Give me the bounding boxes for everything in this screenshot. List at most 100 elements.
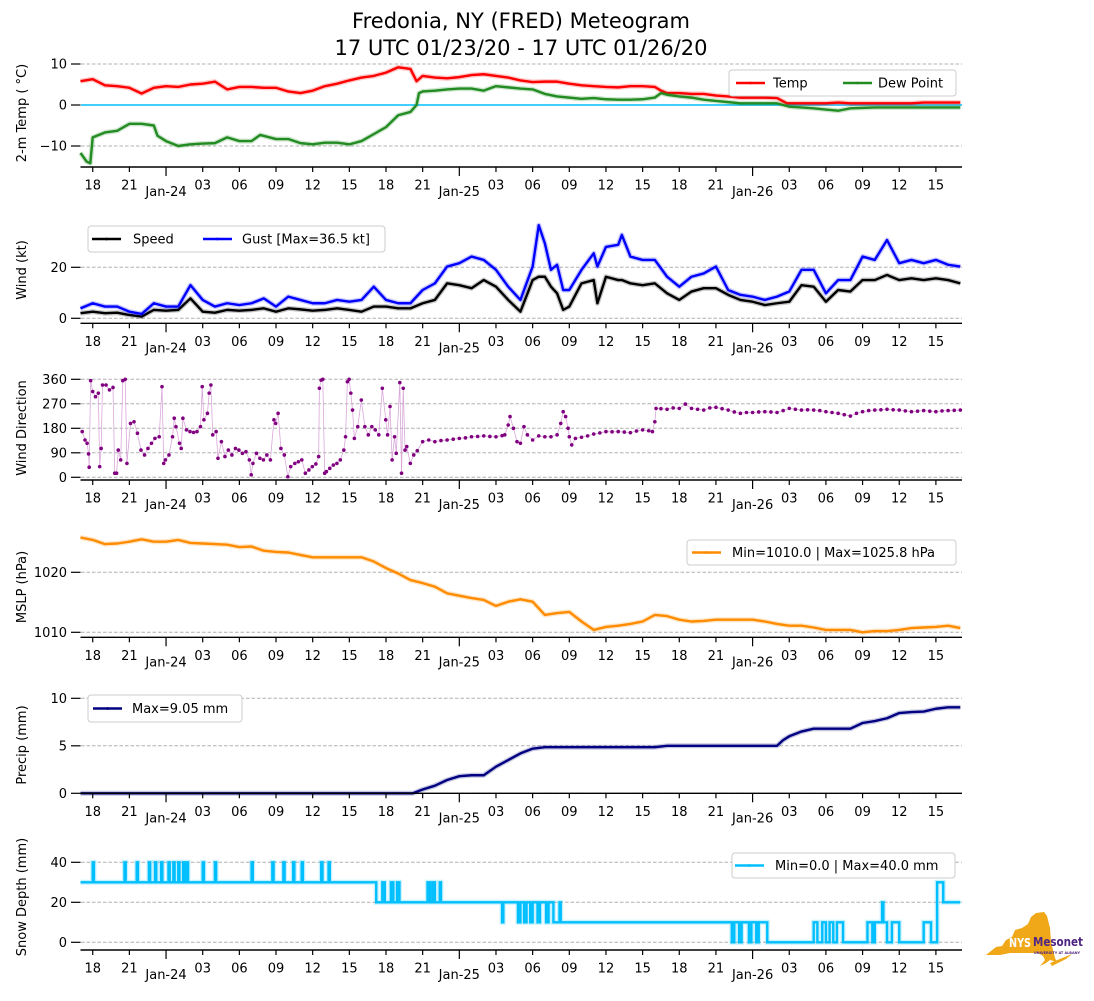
wind-direction-point [88, 378, 93, 383]
x-tick-label: 21 [414, 962, 431, 977]
wind-direction-point [363, 424, 367, 429]
wind-direction-point [775, 410, 779, 415]
x-tick-label: 18 [671, 335, 688, 350]
x-tick-label: 12 [598, 179, 615, 194]
wind-direction-point [83, 438, 87, 442]
y-tick-label: 10 [50, 692, 67, 707]
legend-label: Min=1010.0 | Max=1025.8 hPa [732, 546, 935, 561]
x-tick-label: 12 [304, 492, 321, 507]
wind-direction-point [940, 409, 944, 413]
wind-direction-point [132, 419, 136, 424]
wind-direction-point [179, 446, 183, 451]
wind-direction-point [604, 429, 608, 434]
x-tick-label: 03 [194, 335, 211, 350]
wind-direction-point [276, 411, 280, 416]
wind-direction-point [543, 434, 547, 439]
x-tick-label: 21 [708, 805, 725, 820]
y-axis-label: Precip (mm) [15, 705, 30, 784]
wind-direction-point [286, 474, 290, 479]
wind-direction-point [383, 418, 388, 422]
wind-direction-point [408, 461, 413, 466]
x-tick-label: 03 [781, 492, 798, 507]
wind-direction-point [854, 411, 859, 416]
wind-direction-point [763, 409, 767, 414]
wind-direction-point [848, 414, 853, 418]
legend-marker [748, 864, 751, 867]
x-tick-label: 18 [671, 805, 688, 820]
x-tick-label: 21 [414, 335, 431, 350]
x-tick-label: 09 [268, 179, 285, 194]
x-tick-label: 09 [268, 649, 285, 664]
wind-direction-point [223, 454, 227, 459]
wind-direction-point [282, 453, 287, 457]
x-tick-label: 15 [928, 492, 945, 507]
x-tick-label: 12 [304, 335, 321, 350]
legend-label: Temp [772, 77, 808, 92]
wind-direction-point [738, 411, 743, 416]
x-tick-label: 09 [854, 492, 871, 507]
wind-direction-point [191, 430, 196, 435]
wind-direction-point [885, 407, 889, 412]
x-tick-label: 03 [781, 649, 798, 664]
wind-direction-point [708, 406, 712, 410]
wind-direction-point [701, 408, 706, 412]
wind-direction-point [640, 428, 645, 432]
x-tick-label: 03 [488, 962, 505, 977]
wind-direction-point [401, 386, 406, 391]
x-tick-label: 21 [708, 492, 725, 507]
legend-marker [705, 551, 708, 554]
x-tick-label: 03 [781, 962, 798, 977]
wind-direction-point [142, 453, 147, 457]
y-axis-label: 2-m Temp ( °C) [15, 64, 30, 162]
wind-direction-point [210, 433, 215, 437]
x-date-tick-label: Jan-25 [438, 341, 480, 356]
wind-direction-point [769, 410, 773, 414]
wind-direction-point [99, 446, 103, 451]
wind-direction-point [897, 408, 902, 412]
x-tick-label: 03 [781, 805, 798, 820]
wind-direction-point [355, 424, 360, 429]
wind-direction-point [272, 418, 276, 422]
wind-direction-point [714, 405, 718, 410]
x-tick-label: 09 [854, 962, 871, 977]
series-line-max-9-05-mm [80, 706, 961, 795]
wind-direction-point [403, 448, 407, 452]
x-tick-label: 06 [818, 962, 835, 977]
series-line-speed [80, 273, 961, 318]
x-tick-label: 21 [121, 335, 138, 350]
wind-direction-point [316, 454, 321, 459]
wind-direction-point [96, 391, 101, 395]
wind-direction-point [338, 458, 343, 462]
wind-direction-point [404, 444, 409, 449]
chart-subtitle-time-range: 17 UTC 01/23/20 - 17 UTC 01/26/20 [335, 36, 708, 60]
x-tick-label: 06 [231, 335, 248, 350]
y-axis-label: Wind Direction [15, 380, 30, 476]
x-tick-label: 06 [524, 335, 541, 350]
legend-marker [106, 707, 109, 710]
x-date-tick-label: Jan-25 [438, 811, 480, 826]
legend: Temp Dew Point [728, 69, 957, 97]
wind-direction-point [555, 433, 559, 437]
x-tick-label: 06 [818, 649, 835, 664]
wind-direction-point [359, 398, 364, 402]
legend-label: Dew Point [878, 77, 943, 92]
wind-direction-point [296, 459, 301, 464]
wind-direction-point [934, 409, 938, 414]
wind-direction-point [125, 461, 129, 466]
y-tick-label: 0 [59, 471, 67, 486]
wind-direction-point [331, 463, 336, 467]
wind-direction-point [671, 406, 675, 410]
wind-direction-point [373, 428, 378, 432]
x-tick-label: 18 [84, 179, 101, 194]
wind-direction-point [866, 408, 871, 413]
x-tick-label: 09 [561, 179, 578, 194]
wind-direction-point [254, 451, 259, 456]
wind-direction-point [390, 458, 394, 462]
x-tick-label: 03 [488, 179, 505, 194]
x-date-tick-label: Jan-26 [731, 655, 773, 670]
x-tick-label: 06 [818, 492, 835, 507]
wind-direction-point [174, 424, 178, 429]
wind-direction-point [522, 424, 526, 429]
wind-direction-point [726, 408, 730, 412]
